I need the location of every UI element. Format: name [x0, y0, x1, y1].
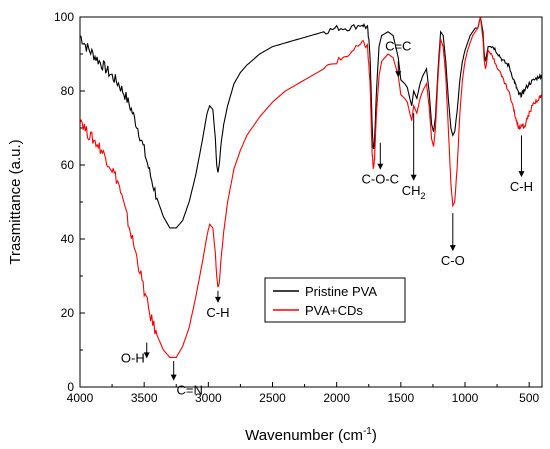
- legend: Pristine PVA PVA+CDs: [264, 277, 406, 323]
- annotation-arrowhead: [214, 296, 221, 303]
- annotation-arrowhead: [395, 71, 402, 78]
- annotation-label: C-O-C: [362, 172, 400, 187]
- annotation-label: C=N: [176, 383, 202, 398]
- x-tick-label: 1000: [452, 391, 479, 405]
- y-axis-label: Trasmittance (a.u.): [7, 139, 24, 264]
- x-tick-label: 3000: [195, 391, 222, 405]
- ticks-layer: 4000 3500 3000 2500 2000 1500 1000 500 0 20 40 60 80…: [54, 10, 540, 405]
- y-tick-label: 100: [54, 10, 74, 24]
- plot-frame: [79, 16, 543, 388]
- y-tick-label: 80: [61, 84, 75, 98]
- annotation-arrowhead: [143, 352, 150, 359]
- annotation-label-sub: 2: [421, 191, 426, 201]
- annotation-arrowhead: [170, 374, 177, 381]
- y-tick-label: 40: [61, 232, 75, 246]
- annotation-label: C-H: [206, 305, 229, 320]
- annotation-arrowhead: [449, 245, 456, 252]
- series-layer: [79, 16, 543, 358]
- annotation-arrowhead: [410, 174, 417, 181]
- annotation-label: CH2: [402, 183, 426, 201]
- x-axis-label-sup: -1: [363, 426, 372, 437]
- annotation-arrowhead: [518, 171, 525, 178]
- x-axis-label-main: Wavenumber (cm: [245, 427, 363, 444]
- series-line-pristine-pva: [79, 16, 543, 229]
- x-tick-label: 500: [519, 391, 539, 405]
- y-tick-label: 20: [61, 306, 75, 320]
- annotation-label: C-H: [510, 179, 533, 194]
- x-tick-label: 1500: [387, 391, 414, 405]
- x-axis-label-end: ): [372, 427, 377, 444]
- x-tick-label: 2500: [259, 391, 286, 405]
- legend-label-pva-cds: PVA+CDs: [305, 303, 363, 318]
- x-axis-label: Wavenumber (cm-1): [245, 426, 377, 444]
- x-tick-label: 2000: [323, 391, 350, 405]
- annotation-label: O-H: [121, 350, 145, 365]
- annotations-layer: O-H C=N C-H C-O-C C=C CH2 C-O C-H: [121, 38, 533, 397]
- annotation-arrowhead: [377, 163, 384, 170]
- x-tick-label: 4000: [67, 391, 94, 405]
- legend-box: [264, 277, 406, 323]
- x-tick-label: 3500: [131, 391, 158, 405]
- annotation-label: C=C: [385, 38, 411, 53]
- series-line-pva-cds: [79, 16, 543, 358]
- y-tick-label: 0: [67, 380, 74, 394]
- annotation-label: C-O: [441, 253, 465, 268]
- legend-label-pristine-pva: Pristine PVA: [305, 284, 377, 299]
- y-tick-label: 60: [61, 158, 75, 172]
